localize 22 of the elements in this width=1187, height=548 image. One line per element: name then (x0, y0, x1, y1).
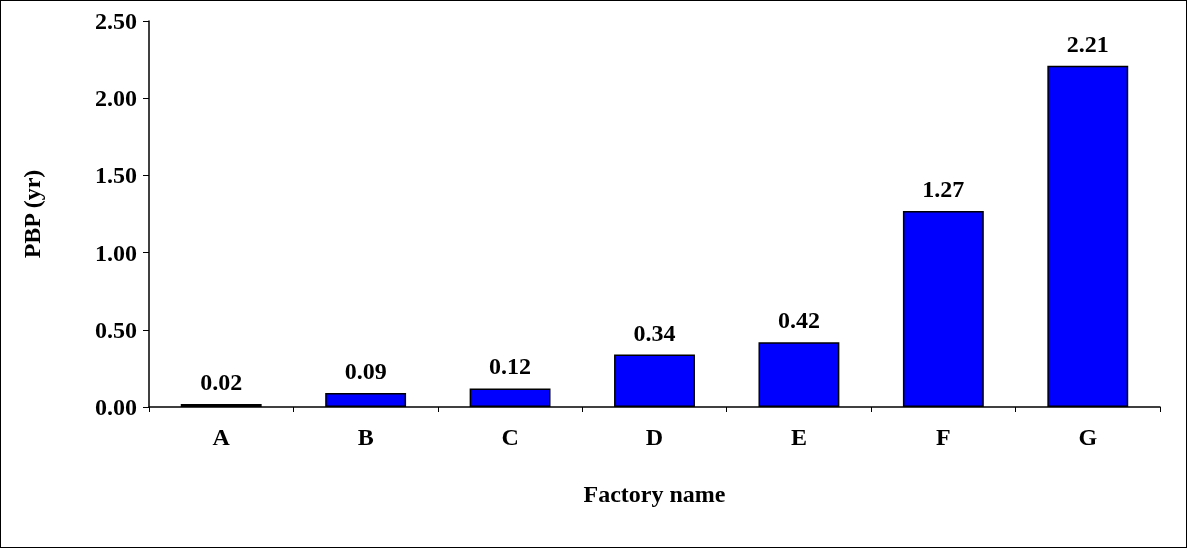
y-tick-label: 2.00 (95, 85, 137, 112)
x-tick-label: E (790, 424, 807, 450)
y-tick-label: 0.50 (95, 316, 137, 343)
x-tick-label: C (501, 424, 519, 450)
data-label: 0.09 (344, 358, 387, 385)
x-tick-label: D (645, 424, 664, 450)
y-tick-label: 1.50 (95, 162, 137, 189)
data-label: 2.21 (1066, 30, 1109, 57)
y-tick-label: 0.00 (95, 394, 137, 420)
data-label: 0.34 (633, 319, 676, 346)
y-tick-label: 1.00 (95, 239, 137, 266)
data-label: 0.12 (489, 353, 532, 380)
y-axis-title: PBP (yr) (19, 169, 45, 259)
x-tick-label: B (357, 424, 374, 450)
y-tick-label: 2.50 (95, 8, 137, 34)
x-tick-label: A (212, 424, 231, 450)
data-label: 0.02 (200, 368, 243, 395)
x-tick-label: F (936, 424, 951, 450)
data-label: 1.27 (922, 175, 965, 202)
x-tick-label: G (1078, 424, 1098, 450)
x-axis-title: Factory name (583, 481, 726, 507)
data-label: 0.42 (777, 307, 820, 334)
